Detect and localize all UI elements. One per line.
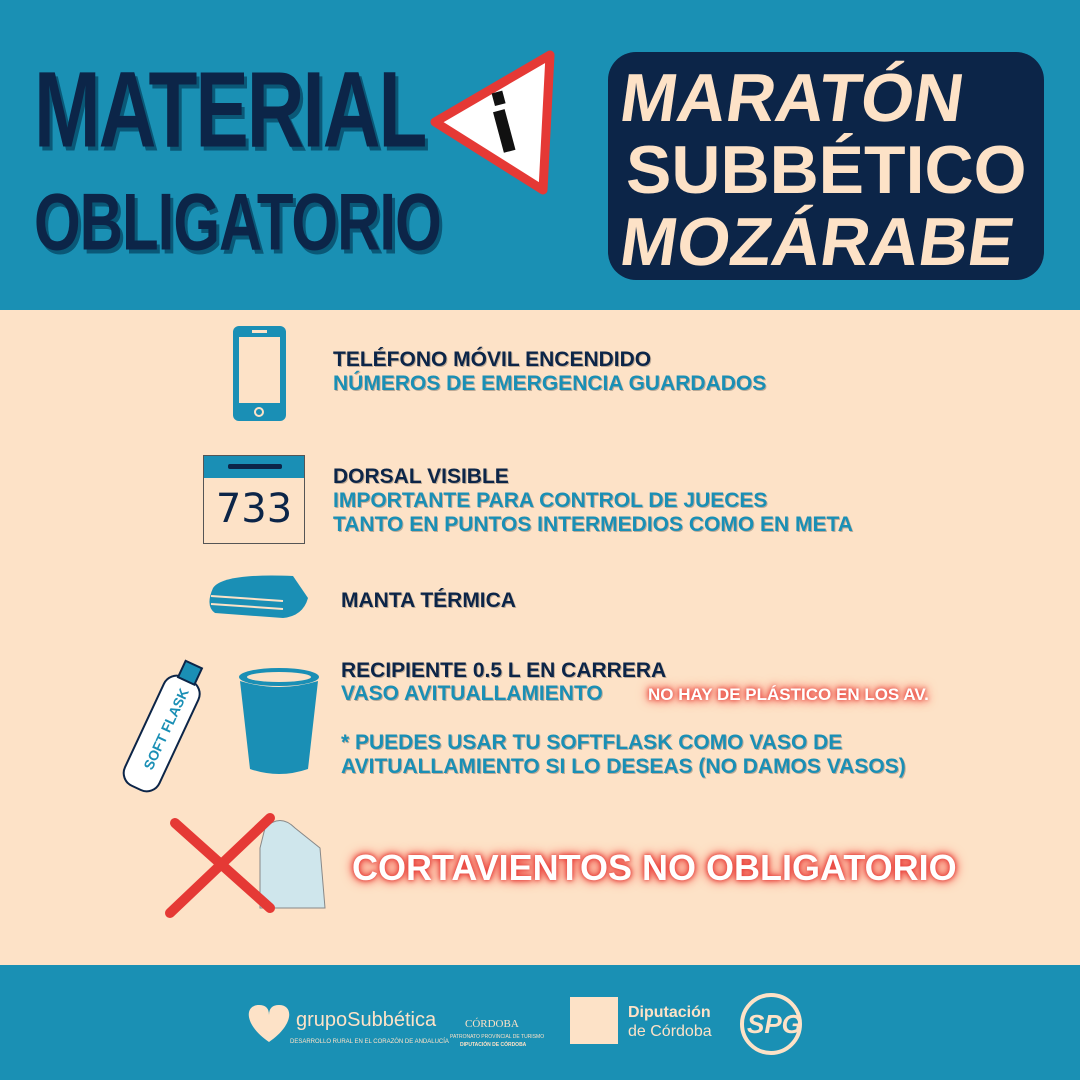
diputacion-name2: de Córdoba	[628, 1023, 712, 1040]
cordoba-tagline1: PATRONATO PROVINCIAL DE TURISMO	[450, 1034, 545, 1040]
event-line2: SUBBÉTICO	[626, 132, 1027, 208]
thermal-blanket-icon	[209, 575, 308, 618]
title-line1: MATERIAL	[34, 49, 427, 170]
cordoba-name: CÓRDOBA	[465, 1018, 519, 1030]
diputacion-name1: Diputación	[628, 1004, 711, 1021]
smartphone-icon	[233, 326, 286, 421]
warning-info-icon	[430, 50, 555, 195]
race-bib-icon: 733	[203, 455, 305, 544]
item1-line2: NÚMEROS DE EMERGENCIA GUARDADOS	[333, 372, 767, 395]
cordoba-tagline2: DIPUTACIÓN DE CÓRDOBA	[460, 1042, 527, 1048]
footnote-line1: * PUEDES USAR TU SOFTFLASK COMO VASO DE	[341, 731, 843, 754]
item4-line2: VASO AVITUALLAMIENTO	[341, 682, 603, 705]
crossed-jacket-icon	[165, 813, 326, 918]
footer	[0, 965, 1080, 1080]
event-line1: MARATÓN	[615, 60, 969, 136]
item2-line3: TANTO EN PUNTOS INTERMEDIOS COMO EN META	[333, 513, 853, 536]
cup-icon	[239, 668, 319, 774]
footnote-line2: AVITUALLAMIENTO SI LO DESEAS (NO DAMOS V…	[341, 755, 906, 778]
item2-line2: IMPORTANTE PARA CONTROL DE JUECES	[333, 489, 768, 512]
item4-line1: RECIPIENTE 0.5 L EN CARRERA	[341, 659, 667, 682]
grupo-subbetica-tagline: DESARROLLO RURAL EN EL CORAZÓN DE ANDALU…	[290, 1039, 449, 1045]
title-line2: OBLIGATORIO	[34, 176, 442, 268]
event-line3: MOZÁRABE	[615, 204, 1020, 280]
soft-flask-icon: SOFT FLASK	[122, 659, 204, 793]
item1-line1: TELÉFONO MÓVIL ENCENDIDO	[333, 348, 652, 371]
item3-line1: MANTA TÉRMICA	[341, 589, 516, 612]
heart-logo-icon	[248, 1005, 290, 1042]
grupo-subbetica-name: grupoSubbética	[296, 1009, 437, 1031]
no-plastic-note: NO HAY DE PLÁSTICO EN LOS AV.	[648, 685, 929, 704]
windbreaker-note: CORTAVIENTOS NO OBLIGATORIO	[352, 847, 957, 888]
spg-name: SPG	[747, 1009, 802, 1039]
diputacion-emblem-icon	[570, 997, 618, 1044]
item2-line1: DORSAL VISIBLE	[333, 465, 509, 488]
bib-number: 733	[215, 486, 293, 532]
event-title-badge	[608, 52, 1044, 280]
